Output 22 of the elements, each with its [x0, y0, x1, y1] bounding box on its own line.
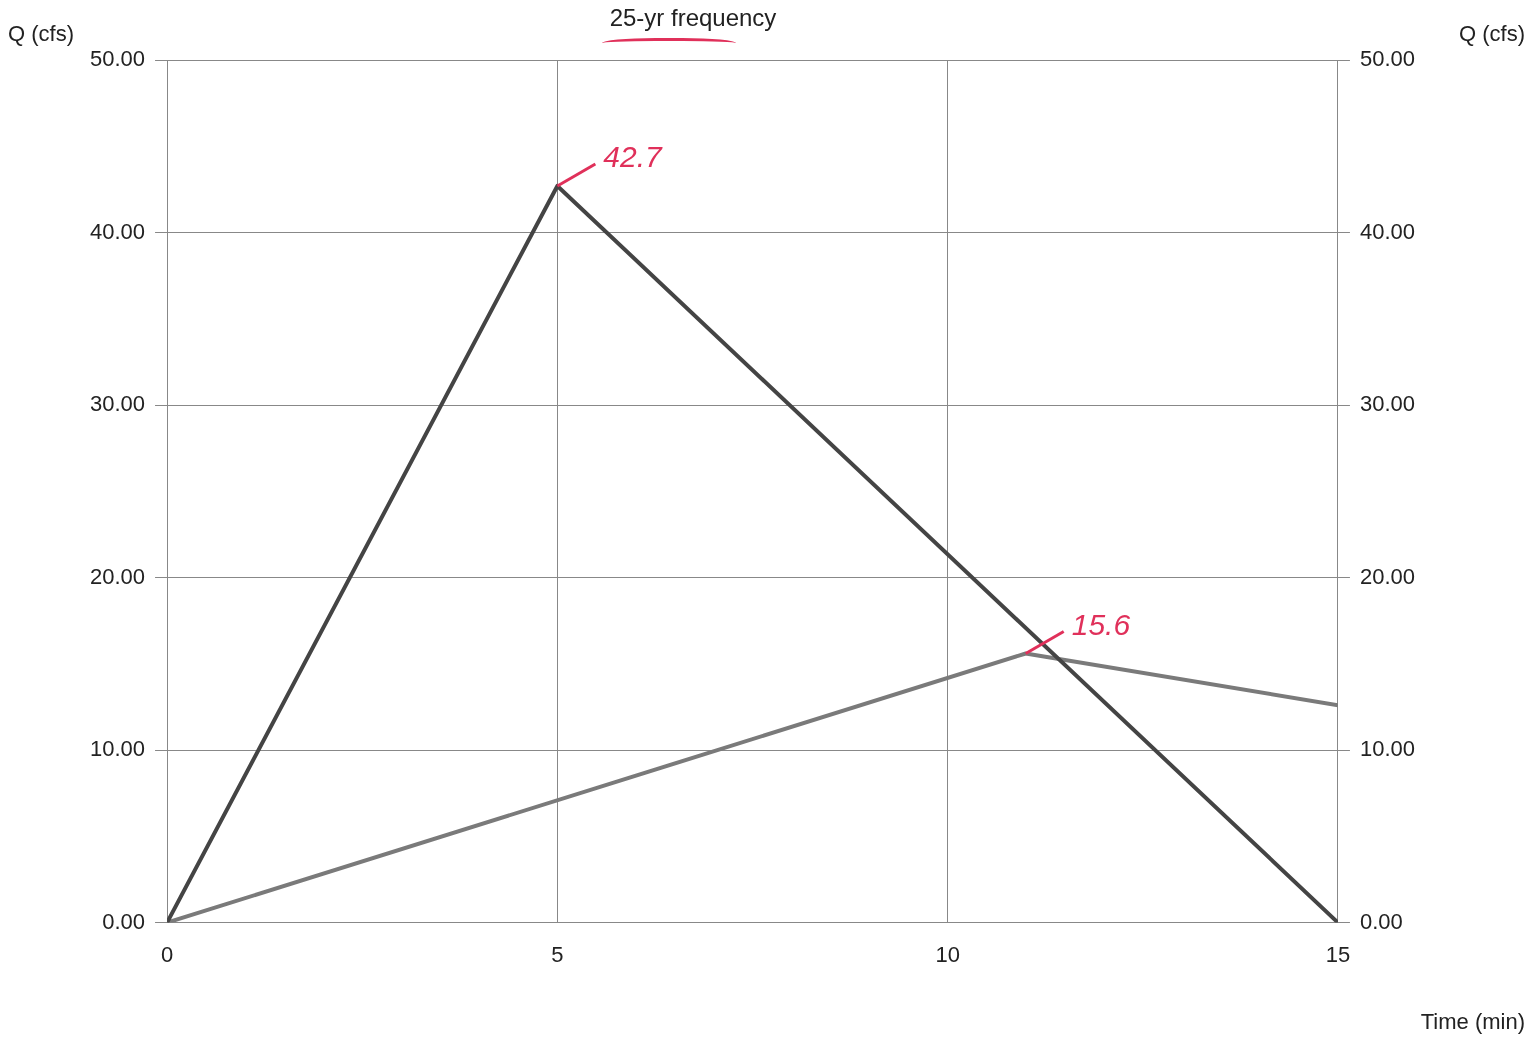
y2-tick-label: 0.00 [1359, 908, 1403, 934]
y2-axis-title: Q (cfs) [1459, 21, 1525, 47]
y2-tick-label: 30.00 [1359, 391, 1416, 417]
y-tick-label: 0.00 [102, 908, 146, 934]
y-tick-label: 30.00 [89, 391, 146, 417]
y2-tick-label: 10.00 [1359, 736, 1416, 762]
y2-tick-label: 20.00 [1359, 563, 1416, 589]
annotation: 42.7 [603, 140, 664, 174]
y-tick-label: 50.00 [89, 46, 146, 72]
y2-tick-label: 40.00 [1359, 218, 1416, 244]
y-axis-title: Q (cfs) [8, 21, 74, 47]
x-tick-label: 10 [935, 941, 960, 967]
x-tick-label: 15 [1325, 941, 1351, 967]
annotation: 15.6 [1071, 607, 1131, 641]
x-axis-title: Time (min) [1420, 1009, 1525, 1035]
chart-title: 25-yr frequency [609, 4, 777, 31]
y-tick-label: 40.00 [89, 218, 146, 244]
x-tick-label: 5 [551, 941, 564, 967]
y-tick-label: 20.00 [89, 563, 146, 589]
y-tick-label: 10.00 [89, 736, 146, 762]
x-tick-label: 0 [160, 941, 174, 967]
y2-tick-label: 50.00 [1359, 46, 1416, 72]
